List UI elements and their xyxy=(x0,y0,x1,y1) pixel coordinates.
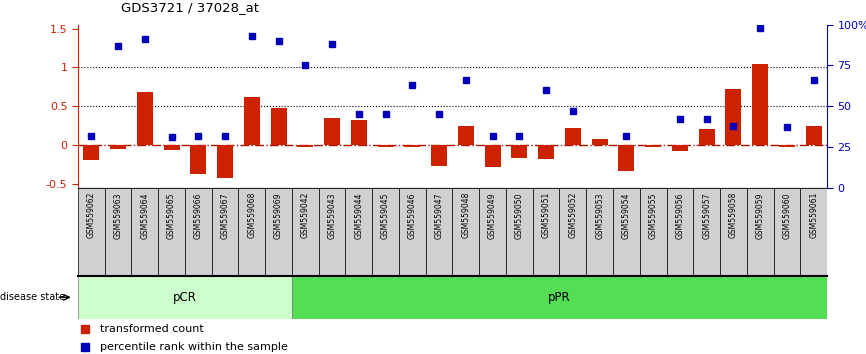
Bar xyxy=(132,188,158,276)
Bar xyxy=(105,188,132,276)
Bar xyxy=(618,145,635,171)
Bar xyxy=(110,145,126,149)
Text: GSM559061: GSM559061 xyxy=(809,192,818,239)
Text: GSM559042: GSM559042 xyxy=(301,192,310,239)
Text: GSM559064: GSM559064 xyxy=(140,192,149,239)
Text: GSM559047: GSM559047 xyxy=(435,192,443,239)
Text: GSM559062: GSM559062 xyxy=(87,192,96,239)
Text: GSM559051: GSM559051 xyxy=(541,192,551,239)
Bar xyxy=(746,188,773,276)
Bar xyxy=(694,188,720,276)
Bar xyxy=(319,188,346,276)
Text: GSM559045: GSM559045 xyxy=(381,192,390,239)
Text: GSM559053: GSM559053 xyxy=(595,192,604,239)
Text: GSM559066: GSM559066 xyxy=(194,192,203,239)
Bar xyxy=(346,188,372,276)
Bar xyxy=(479,188,506,276)
Bar xyxy=(399,188,426,276)
Bar xyxy=(265,188,292,276)
Bar xyxy=(158,188,185,276)
Bar xyxy=(779,145,795,147)
Text: GSM559063: GSM559063 xyxy=(113,192,123,239)
Bar xyxy=(613,188,640,276)
Bar xyxy=(699,130,714,145)
Bar xyxy=(720,188,746,276)
Bar xyxy=(805,126,822,145)
Text: GSM559055: GSM559055 xyxy=(649,192,657,239)
Bar xyxy=(426,188,452,276)
Text: pCR: pCR xyxy=(173,291,197,304)
Bar xyxy=(244,97,260,145)
Bar xyxy=(533,188,559,276)
Bar xyxy=(164,145,179,150)
Text: GSM559065: GSM559065 xyxy=(167,192,176,239)
Bar xyxy=(800,188,827,276)
Text: GSM559069: GSM559069 xyxy=(275,192,283,239)
Bar xyxy=(586,188,613,276)
Bar xyxy=(565,128,581,145)
Bar xyxy=(270,108,287,145)
Text: GSM559049: GSM559049 xyxy=(488,192,497,239)
Bar xyxy=(452,188,479,276)
Text: GSM559054: GSM559054 xyxy=(622,192,630,239)
Text: pPR: pPR xyxy=(548,291,571,304)
Text: GSM559056: GSM559056 xyxy=(675,192,684,239)
Bar xyxy=(485,145,501,167)
Bar xyxy=(752,64,768,145)
Bar xyxy=(292,188,319,276)
Bar xyxy=(640,188,667,276)
Bar xyxy=(378,145,394,147)
Bar xyxy=(773,188,800,276)
Bar xyxy=(238,188,265,276)
Bar xyxy=(538,145,554,159)
Text: transformed count: transformed count xyxy=(100,324,204,334)
Bar xyxy=(137,92,152,145)
Bar xyxy=(559,188,586,276)
Text: GSM559046: GSM559046 xyxy=(408,192,417,239)
Text: GSM559058: GSM559058 xyxy=(729,192,738,239)
Text: GSM559060: GSM559060 xyxy=(782,192,792,239)
Text: GSM559050: GSM559050 xyxy=(515,192,524,239)
Bar xyxy=(324,118,340,145)
Bar xyxy=(292,276,827,319)
Bar xyxy=(297,145,313,147)
Text: GSM559048: GSM559048 xyxy=(462,192,470,239)
Bar xyxy=(83,145,100,160)
Bar xyxy=(185,188,211,276)
Text: GDS3721 / 37028_at: GDS3721 / 37028_at xyxy=(121,1,259,14)
Bar xyxy=(351,120,367,145)
Text: GSM559052: GSM559052 xyxy=(568,192,578,239)
Text: disease state: disease state xyxy=(0,292,65,302)
Bar xyxy=(217,145,233,178)
Text: GSM559043: GSM559043 xyxy=(327,192,337,239)
Bar xyxy=(78,276,292,319)
Bar xyxy=(211,188,238,276)
Bar xyxy=(591,139,608,145)
Text: GSM559057: GSM559057 xyxy=(702,192,711,239)
Bar xyxy=(506,188,533,276)
Bar xyxy=(372,188,399,276)
Text: GSM559067: GSM559067 xyxy=(221,192,229,239)
Bar xyxy=(431,145,447,166)
Text: percentile rank within the sample: percentile rank within the sample xyxy=(100,342,288,352)
Text: GSM559068: GSM559068 xyxy=(248,192,256,239)
Bar xyxy=(667,188,694,276)
Bar xyxy=(672,145,688,151)
Bar xyxy=(511,145,527,158)
Text: GSM559044: GSM559044 xyxy=(354,192,364,239)
Bar xyxy=(726,89,741,145)
Bar xyxy=(78,188,105,276)
Bar xyxy=(191,145,206,175)
Bar xyxy=(458,126,474,145)
Bar xyxy=(645,145,661,147)
Bar xyxy=(404,145,420,147)
Text: GSM559059: GSM559059 xyxy=(756,192,765,239)
